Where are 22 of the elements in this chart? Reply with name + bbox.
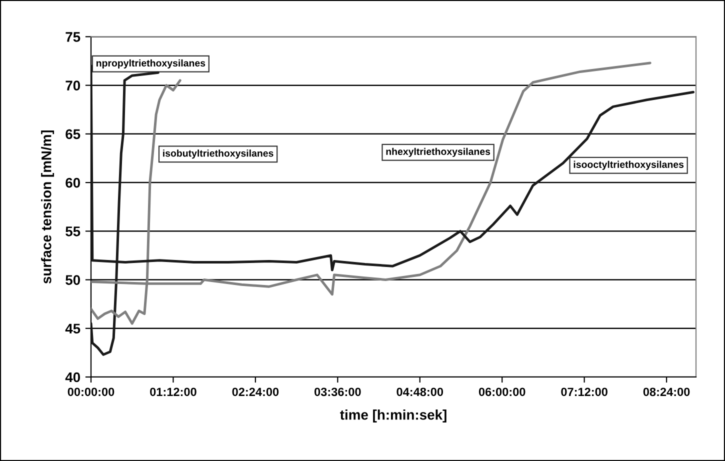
series-label: isobutyltriethoxysilanes <box>163 150 274 159</box>
series-label: isooctyltriethoxysilanes <box>574 160 684 170</box>
x-tick-label: 08:24:00 <box>643 388 690 396</box>
y-tick-label: 40 <box>65 372 80 382</box>
y-tick-label: 70 <box>66 80 80 90</box>
x-tick-label: 01:12:00 <box>150 388 196 396</box>
y-tick-label: 50 <box>66 275 80 285</box>
y-tick-label: 75 <box>66 32 80 42</box>
y-tick-label: 60 <box>66 178 80 188</box>
y-tick-label: 65 <box>66 129 80 140</box>
x-tick-label: 03:36:00 <box>314 388 361 396</box>
x-tick-label: 04:48:00 <box>396 388 444 396</box>
x-tick-label: 06:00:00 <box>478 388 526 396</box>
x-tick-label: 02:24:00 <box>232 388 279 396</box>
y-tick-label: 45 <box>65 324 80 334</box>
y-axis-title: surface tension [mN/m] <box>41 130 54 284</box>
y-tick-label: 55 <box>66 226 80 236</box>
x-tick-label: 07:12:00 <box>561 388 608 396</box>
series-label: nhexyltriethoxysilanes <box>386 148 490 157</box>
series-label: npropyltriethoxysilanes <box>96 59 206 68</box>
x-axis-title: time [h:min:sek] <box>340 410 446 422</box>
x-tick-label: 00:00:00 <box>68 388 114 396</box>
